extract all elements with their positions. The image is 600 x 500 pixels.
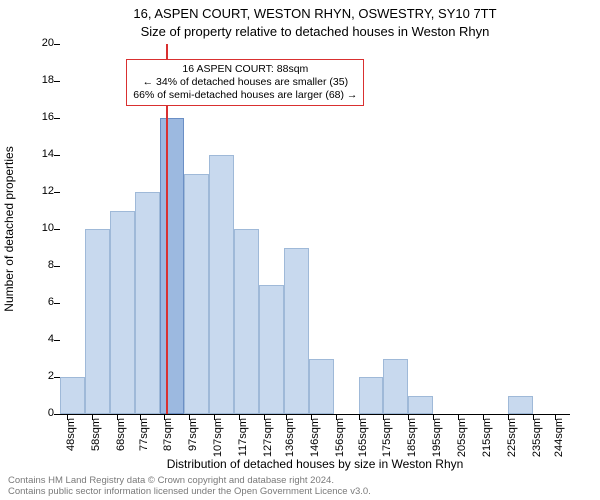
y-tick-mark xyxy=(54,229,60,230)
y-tick-label: 18 xyxy=(24,74,54,86)
y-tick-mark xyxy=(54,155,60,156)
histogram-bar xyxy=(359,377,384,414)
annotation-line-2: ← 34% of detached houses are smaller (35… xyxy=(133,76,357,89)
histogram-bar xyxy=(60,377,85,414)
histogram-bar xyxy=(284,248,309,415)
y-tick-label: 20 xyxy=(24,37,54,49)
annotation-line-1: 16 ASPEN COURT: 88sqm xyxy=(133,63,357,76)
histogram-bar xyxy=(408,396,433,415)
y-tick-label: 16 xyxy=(24,111,54,123)
footer-line-2: Contains public sector information licen… xyxy=(8,487,592,498)
y-tick-label: 6 xyxy=(24,296,54,308)
annotation-box: 16 ASPEN COURT: 88sqm← 34% of detached h… xyxy=(126,59,364,106)
histogram-bar xyxy=(383,359,408,415)
y-tick-mark xyxy=(54,303,60,304)
y-tick-label: 10 xyxy=(24,222,54,234)
y-tick-mark xyxy=(54,192,60,193)
y-tick-mark xyxy=(54,118,60,119)
histogram-bar xyxy=(209,155,234,414)
y-tick-label: 4 xyxy=(24,333,54,345)
footer-attribution: Contains HM Land Registry data © Crown c… xyxy=(8,476,592,498)
histogram-bar xyxy=(234,229,259,414)
y-tick-label: 8 xyxy=(24,259,54,271)
chart-title: 16, ASPEN COURT, WESTON RHYN, OSWESTRY, … xyxy=(60,6,570,21)
histogram-bar xyxy=(85,229,110,414)
y-tick-mark xyxy=(54,414,60,415)
histogram-bar xyxy=(309,359,334,415)
x-axis-line xyxy=(60,414,570,415)
y-tick-mark xyxy=(54,340,60,341)
histogram-bar xyxy=(135,192,160,414)
histogram-bar xyxy=(259,285,284,415)
annotation-line-3: 66% of semi-detached houses are larger (… xyxy=(133,89,357,102)
y-tick-mark xyxy=(54,266,60,267)
histogram-bar xyxy=(160,118,185,414)
histogram-bar xyxy=(508,396,533,415)
y-tick-mark xyxy=(54,44,60,45)
y-tick-label: 2 xyxy=(24,370,54,382)
y-tick-label: 0 xyxy=(24,407,54,419)
plot-area: 0246810121416182048sqm58sqm68sqm77sqm87s… xyxy=(60,44,570,414)
chart-subtitle: Size of property relative to detached ho… xyxy=(60,24,570,39)
y-axis-label: Number of detached properties xyxy=(2,44,16,414)
y-tick-label: 12 xyxy=(24,185,54,197)
y-tick-mark xyxy=(54,81,60,82)
y-tick-label: 14 xyxy=(24,148,54,160)
histogram-bar xyxy=(110,211,135,415)
histogram-bar xyxy=(184,174,209,415)
x-axis-caption: Distribution of detached houses by size … xyxy=(60,457,570,471)
